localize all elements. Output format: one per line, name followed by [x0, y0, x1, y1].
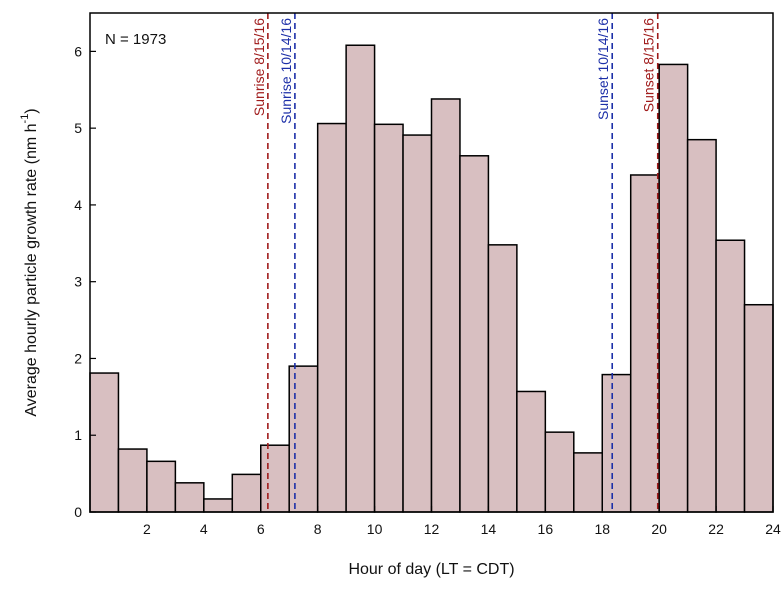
x-tick-label: 2 — [143, 521, 151, 537]
y-axis-title: Average hourly particle growth rate (nm … — [19, 108, 40, 416]
vertical-line-label-1: Sunrise 10/14/16 — [278, 18, 294, 124]
sample-size-annotation: N = 1973 — [105, 31, 166, 48]
bar-hour-2 — [146, 460, 177, 513]
bar-hour-4 — [203, 498, 234, 513]
x-tick-label: 12 — [424, 521, 440, 537]
bar-hour-8 — [316, 122, 347, 513]
bar-hour-21 — [686, 138, 717, 513]
y-tick-label: 1 — [74, 427, 82, 443]
x-axis-ticks: 2 4 6 8 10 12 14 16 18 20 22 24 — [143, 506, 781, 537]
x-tick-label: 18 — [594, 521, 610, 537]
bar-hour-13 — [459, 155, 490, 513]
bar-hour-17 — [573, 452, 604, 513]
x-tick-label: 6 — [257, 521, 265, 537]
bar-hour-20 — [658, 63, 689, 513]
bar-hour-10 — [373, 123, 404, 513]
y-tick-label: 4 — [74, 197, 82, 213]
bars-group — [89, 44, 774, 513]
bar-hour-22 — [715, 239, 746, 513]
x-tick-label: 22 — [708, 521, 724, 537]
bar-hour-6 — [260, 444, 290, 513]
x-axis-title: Hour of day (LT = CDT) — [348, 561, 514, 578]
bar-hour-23 — [743, 303, 774, 513]
vertical-line-label-0: Sunrise 8/15/16 — [251, 18, 267, 116]
bar-hour-14 — [487, 244, 518, 513]
vertical-lines-group: Sunrise 8/15/16 Sunrise 10/14/16 Sunset 10… — [251, 13, 659, 512]
bar-hour-15 — [516, 390, 547, 513]
bar-hour-19 — [629, 174, 660, 513]
y-tick-label: 3 — [74, 274, 82, 290]
y-tick-label: 2 — [74, 350, 82, 366]
y-axis-title-superscript: -1 — [19, 114, 31, 124]
bar-hour-11 — [402, 134, 433, 513]
x-tick-label: 24 — [765, 521, 781, 537]
vertical-line-label-3: Sunset 8/15/16 — [641, 18, 657, 112]
x-tick-label: 10 — [367, 521, 383, 537]
bar-hour-5 — [231, 473, 262, 513]
bar-hour-0 — [89, 372, 120, 513]
bar-hour-9 — [345, 44, 376, 513]
y-tick-label: 5 — [74, 120, 82, 136]
vertical-line-label-2: Sunset 10/14/16 — [595, 18, 611, 120]
bar-hour-1 — [117, 448, 148, 513]
y-tick-label: 6 — [74, 43, 82, 59]
x-tick-label: 14 — [481, 521, 497, 537]
x-tick-label: 4 — [200, 521, 208, 537]
x-tick-label: 20 — [651, 521, 667, 537]
y-tick-label: 0 — [74, 504, 82, 520]
y-axis-ticks: 0 1 2 3 4 5 6 — [74, 43, 96, 520]
bar-hour-3 — [174, 482, 205, 513]
bar-hour-7 — [288, 365, 319, 513]
y-axis-title-close: ) — [23, 108, 40, 113]
bar-hour-18 — [601, 373, 632, 513]
bar-hour-16 — [544, 431, 575, 513]
y-axis-title-main: Average hourly particle growth rate (nm … — [23, 123, 40, 416]
bar-hour-12 — [430, 98, 461, 513]
x-tick-label: 16 — [538, 521, 554, 537]
x-tick-label: 8 — [314, 521, 322, 537]
